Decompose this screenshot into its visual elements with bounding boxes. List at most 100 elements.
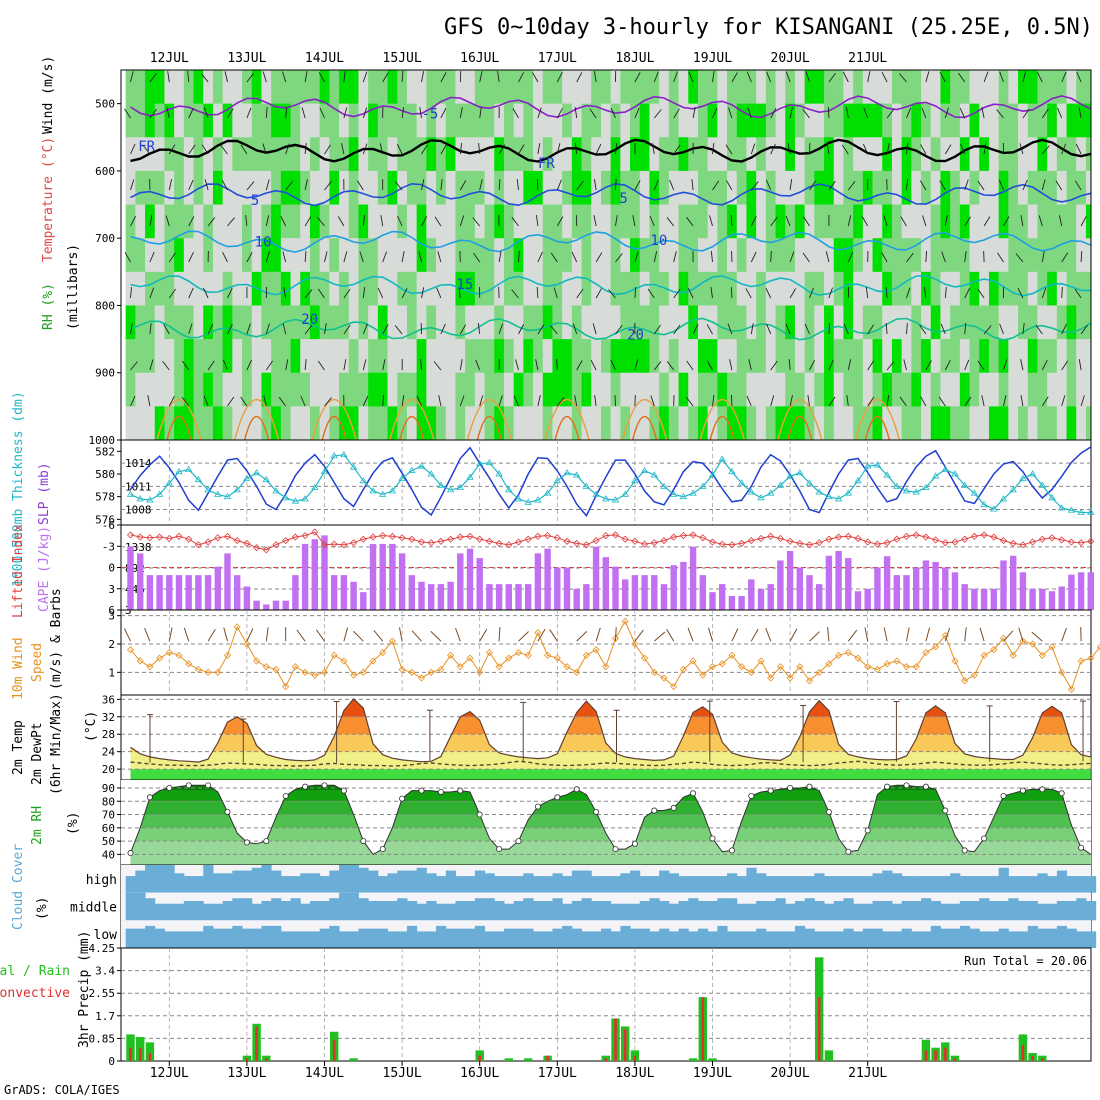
rh-cell: [426, 70, 438, 105]
wind-barb: [472, 217, 481, 227]
wind-barb: [964, 323, 967, 335]
rh-cell: [533, 372, 544, 408]
thickness-marker: [1038, 481, 1047, 488]
cloud-bar: [571, 928, 583, 948]
cloud-bar: [1066, 928, 1077, 948]
rh-cell: [804, 238, 816, 273]
rh-cell: [1047, 170, 1058, 206]
rh-cell: [513, 170, 525, 206]
rh-cell: [785, 406, 796, 440]
lifted-index-marker: [466, 532, 474, 540]
rh-cell: [242, 305, 253, 341]
wind-barb: [537, 395, 541, 407]
cloud-bar: [901, 876, 912, 893]
rh-cell: [232, 137, 244, 172]
wind-barb: [846, 107, 849, 119]
cloud-bar: [329, 870, 340, 893]
cloud-bar: [707, 931, 718, 948]
wind-barb: [440, 107, 447, 119]
wind-barb: [479, 179, 483, 191]
rh-cell: [339, 372, 350, 408]
rh-cell: [1027, 238, 1039, 273]
thickness-marker: [437, 481, 445, 488]
isotherm-label: FR: [538, 156, 555, 172]
rh-cell: [329, 238, 341, 273]
wind10-marker: [757, 657, 765, 665]
wind-barb: [265, 215, 270, 227]
rh-cell: [824, 271, 835, 307]
rh-cell: [1027, 204, 1039, 240]
cloud-bar: [1037, 928, 1048, 948]
rh-cell: [1008, 271, 1020, 307]
wind-barb: [168, 144, 176, 155]
rh-cell: [901, 339, 913, 374]
rh-cell: [455, 406, 467, 440]
rh-cell: [930, 271, 942, 307]
rh-cell: [959, 103, 971, 139]
wind-barb: [475, 359, 481, 371]
rh-cell: [271, 238, 282, 273]
rh-cell: [1027, 372, 1039, 408]
rh-cell: [397, 70, 408, 105]
wind-barb: [324, 323, 327, 335]
thickness-marker: [1057, 504, 1066, 511]
rh-cell: [1056, 339, 1068, 374]
rh-cell: [727, 238, 738, 273]
rh-cell: [290, 70, 302, 105]
rh-cell: [174, 271, 185, 307]
cloud-bar: [814, 873, 825, 893]
rh-cell: [552, 103, 564, 139]
cloud-bar: [290, 931, 301, 948]
rh-cell: [911, 339, 923, 374]
rh-cell: [620, 372, 632, 408]
rh-cell: [688, 305, 699, 341]
rh-cell: [1027, 103, 1039, 139]
wind-barb: [202, 287, 209, 299]
lifted-index-marker: [330, 540, 338, 548]
wind-barb: [300, 395, 306, 407]
wind-barb: [477, 323, 481, 335]
precip-convective-bar: [478, 1055, 481, 1061]
rh-cell: [659, 305, 670, 341]
rh-cell: [416, 271, 428, 307]
rh-cell: [503, 339, 515, 374]
wind10-marker: [563, 663, 571, 671]
wind-barb: [130, 323, 133, 335]
rh-cell: [591, 170, 602, 206]
cloud-bar: [736, 903, 747, 921]
rh-cell: [882, 372, 893, 408]
rh-cell: [979, 204, 990, 240]
cloud-bar: [474, 870, 486, 893]
date-label-bottom: 18JUL: [615, 1066, 654, 1081]
rh-cell: [319, 238, 331, 273]
wind-barb: [669, 179, 675, 191]
rh-cell: [135, 170, 147, 206]
rh-cell: [775, 339, 787, 374]
rh-cell: [125, 70, 137, 105]
cloud-bar: [242, 870, 253, 893]
cloud-bar: [1066, 876, 1077, 893]
wind10-tick-label: 3: [108, 610, 115, 623]
wind-barb: [651, 143, 655, 155]
date-label-top: 20JUL: [771, 51, 810, 66]
rh-cell: [697, 238, 709, 273]
wind-barb: [1080, 324, 1088, 335]
wind-barb: [203, 107, 209, 119]
cape-bar: [864, 588, 871, 610]
rh-cell: [319, 70, 331, 105]
cape-bar: [767, 584, 774, 610]
rh-cell: [969, 305, 981, 341]
thickness-marker: [834, 495, 843, 502]
rh-cell: [571, 271, 583, 307]
rh-cell: [1037, 103, 1049, 139]
wind-barb: [653, 179, 659, 191]
rh-cell: [901, 204, 913, 240]
date-label-top: 15JUL: [383, 51, 422, 66]
wind10-barb: [1018, 627, 1024, 642]
thickness-marker: [786, 472, 794, 479]
wind-barb: [359, 251, 364, 263]
rh-cell: [639, 70, 651, 105]
wind-barb: [746, 395, 752, 407]
wind-barb: [828, 180, 836, 191]
rh-cell: [833, 103, 845, 139]
